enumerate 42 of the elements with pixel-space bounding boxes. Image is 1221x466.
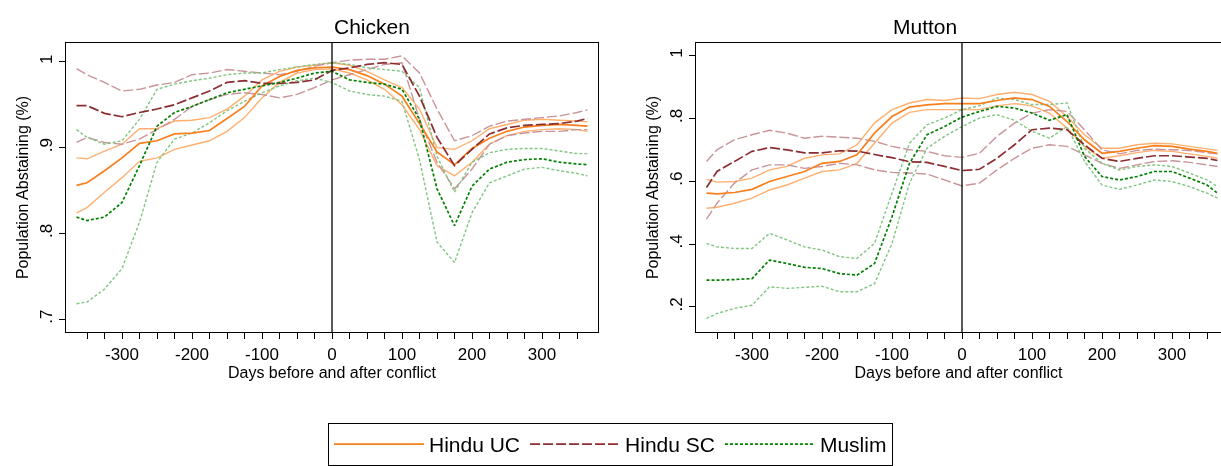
legend-label: Hindu SC [625, 433, 715, 457]
x-tick-label: -100 [874, 344, 910, 364]
x-tick-label: 300 [1157, 344, 1187, 364]
x-tick-label: 200 [1087, 344, 1117, 364]
x-tick-label: -100 [244, 344, 280, 364]
line-series [705, 144, 1219, 220]
line-series [75, 55, 589, 142]
line-series [705, 102, 1219, 209]
x-tick-label: 0 [327, 344, 337, 364]
y-axis-title: Population Abstaining (%) [13, 95, 31, 280]
x-axis-title: Days before and after conflict [854, 363, 1064, 381]
y-tick-label: 1 [667, 48, 687, 58]
y-tick-label: .9 [37, 137, 57, 153]
x-tick-label: -300 [104, 344, 140, 364]
x-tick-label: 100 [1017, 344, 1047, 364]
y-tick-label: .8 [37, 223, 57, 238]
line-series [705, 105, 1219, 282]
line-series [705, 97, 1219, 260]
x-tick-label: -300 [734, 344, 770, 364]
x-tick-label: 200 [457, 344, 487, 364]
x-axis-title: Days before and after conflict [227, 363, 437, 381]
legend-label: Hindu UC [429, 433, 521, 457]
legend-label: Muslim [819, 433, 887, 457]
y-tick-label: .7 [37, 309, 57, 324]
line-series [705, 97, 1219, 195]
y-tick-label: .2 [667, 297, 687, 312]
x-tick-label: 100 [387, 344, 417, 364]
x-tick-label: 0 [957, 344, 967, 364]
x-tick-label: 300 [527, 344, 557, 364]
x-tick-label: -200 [804, 344, 840, 364]
y-tick-label: .6 [667, 171, 687, 186]
chart-title: Mutton [893, 15, 958, 38]
line-series [75, 77, 589, 305]
line-series [705, 91, 1219, 183]
y-tick-label: .4 [667, 234, 687, 249]
chart-title: Chicken [334, 15, 410, 38]
y-tick-label: 1 [37, 54, 57, 65]
line-series [705, 127, 1219, 189]
y-tick-label: .8 [667, 108, 687, 123]
line-series [705, 113, 1219, 320]
y-axis-title: Population Abstaining (%) [643, 95, 661, 280]
x-tick-label: -200 [174, 344, 210, 364]
